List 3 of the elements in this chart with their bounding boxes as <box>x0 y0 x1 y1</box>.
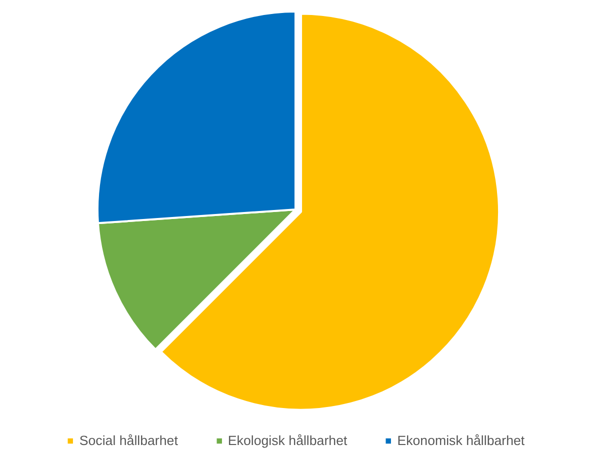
legend-label: Social hållbarhet <box>79 433 178 448</box>
legend-label: Ekologisk hållbarhet <box>228 433 348 448</box>
legend-label: Ekonomisk hållbarhet <box>397 433 525 448</box>
